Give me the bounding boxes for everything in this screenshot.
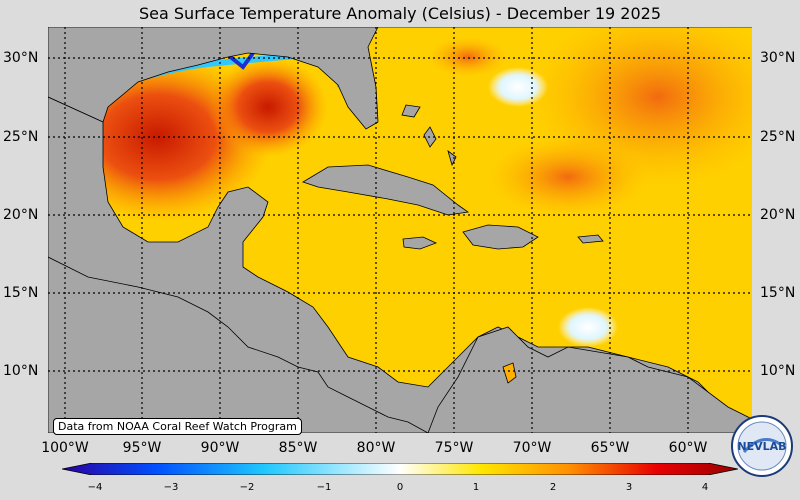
data-credit: Data from NOAA Coral Reef Watch Program <box>53 418 302 435</box>
lon-label-75w: 75°W <box>434 440 474 456</box>
lon-label-95w: 95°W <box>122 440 162 456</box>
lon-label-100w: 100°W <box>41 440 89 456</box>
nevlab-logo: NEVLAB <box>731 415 793 477</box>
lon-label-70w: 70°W <box>512 440 552 456</box>
lat-label-right-30n: 30°N <box>760 50 796 66</box>
caribbean-cool-patch <box>558 307 618 347</box>
land-masses <box>48 27 752 433</box>
lat-label-right-10n: 10°N <box>760 363 796 379</box>
colorbar-tick-neg2: −2 <box>239 482 255 493</box>
lon-label-65w: 65°W <box>590 440 630 456</box>
gulf-hotspot <box>208 57 328 157</box>
lat-label-right-15n: 15°N <box>760 285 796 301</box>
lon-label-85w: 85°W <box>278 440 318 456</box>
colorbar-gradient <box>62 463 738 475</box>
colorbar-tick-1: 1 <box>472 482 480 493</box>
colorbar-tick-neg3: −3 <box>163 482 179 493</box>
lon-label-90w: 90°W <box>200 440 240 456</box>
colorbar-tick-0: 0 <box>396 482 404 493</box>
colorbar-tick-2: 2 <box>549 482 557 493</box>
lat-label-left-10n: 10°N <box>3 363 39 379</box>
atlantic-warm-patch <box>428 37 508 77</box>
sst-anomaly-map <box>48 27 752 433</box>
lat-label-left-25n: 25°N <box>3 129 39 145</box>
atlantic-cool-patch <box>488 67 548 107</box>
graticule <box>48 27 752 433</box>
lon-label-60w: 60°W <box>668 440 708 456</box>
map-title: Sea Surface Temperature Anomaly (Celsius… <box>139 4 661 23</box>
svg-text:NEVLAB: NEVLAB <box>737 440 786 453</box>
lat-label-right-25n: 25°N <box>760 129 796 145</box>
lat-label-right-20n: 20°N <box>760 207 796 223</box>
map-canvas <box>48 27 752 433</box>
colorbar <box>62 463 738 475</box>
lat-label-left-30n: 30°N <box>3 50 39 66</box>
colorbar-tick-3: 3 <box>625 482 633 493</box>
lat-label-left-20n: 20°N <box>3 207 39 223</box>
lat-label-left-15n: 15°N <box>3 285 39 301</box>
colorbar-tick-4: 4 <box>701 482 709 493</box>
colorbar-tick-neg4: −4 <box>87 482 103 493</box>
colorbar-tick-neg1: −1 <box>316 482 332 493</box>
lon-label-80w: 80°W <box>356 440 396 456</box>
atlantic-warm-anomaly-2 <box>488 137 648 217</box>
